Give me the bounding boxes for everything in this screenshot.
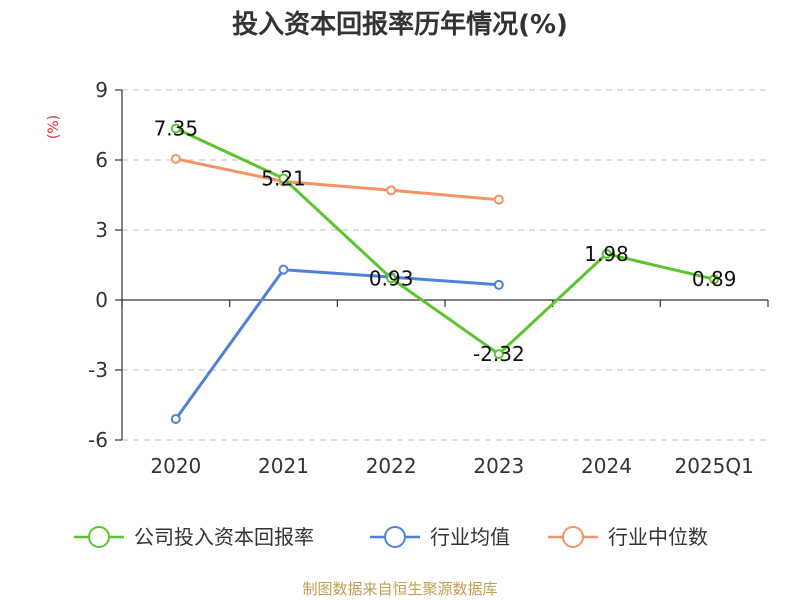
data-point <box>278 264 289 275</box>
axes: 9 6 3 0 -3 -6 2020 2021 2022 2023 2024 2025Q1 <box>88 78 769 478</box>
x-tick-label: 2020 <box>150 454 201 478</box>
x-tick-label: 2024 <box>581 454 632 478</box>
y-axis-unit: (%) <box>46 115 62 139</box>
y-tick-label: -3 <box>88 358 108 382</box>
data-label: 0.93 <box>369 266 414 290</box>
data-point <box>170 123 181 134</box>
legend-item: 行业均值 <box>370 525 510 549</box>
data-label: -2.32 <box>473 342 525 366</box>
x-tick-label: 2022 <box>366 454 417 478</box>
x-tick-label: 2023 <box>473 454 524 478</box>
source-note: 制图数据来自恒生聚源数据库 <box>302 580 497 598</box>
data-label: 0.89 <box>692 267 737 291</box>
x-tick-label: 2025Q1 <box>674 454 753 478</box>
x-tick-label: 2021 <box>258 454 309 478</box>
y-tick-label: 3 <box>95 218 108 242</box>
data-label: 7.35 <box>154 117 199 141</box>
series-line <box>174 127 716 356</box>
series-lines <box>170 123 720 424</box>
legend-marker <box>384 526 406 548</box>
data-point <box>170 153 181 164</box>
data-point <box>601 248 612 259</box>
data-point <box>709 274 720 285</box>
legend-item: 公司投入资本回报率 <box>74 525 314 549</box>
legend-marker <box>88 526 110 548</box>
data-point <box>493 194 504 205</box>
data-label: 5.21 <box>261 166 306 190</box>
data-label: 1.98 <box>584 242 629 266</box>
legend-marker <box>562 526 584 548</box>
legend-label: 公司投入资本回报率 <box>134 525 314 549</box>
data-point <box>278 173 289 184</box>
gridlines <box>122 89 768 441</box>
legend-item: 行业中位数 <box>548 525 708 549</box>
data-point <box>386 185 397 196</box>
series-line <box>174 157 501 202</box>
legend-label: 行业中位数 <box>608 525 708 549</box>
data-point <box>493 349 504 360</box>
data-point <box>386 273 397 284</box>
y-tick-label: 9 <box>95 78 108 102</box>
y-tick-label: 6 <box>95 148 108 172</box>
data-point <box>493 279 504 290</box>
series-line <box>174 268 501 421</box>
data-labels: 7.35 5.21 0.93 -2.32 1.98 0.89 <box>154 117 737 367</box>
legend-label: 行业均值 <box>430 525 510 549</box>
legend: 公司投入资本回报率 行业均值 行业中位数 <box>74 525 708 549</box>
chart-title: 投入资本回报率历年情况(%) <box>232 9 568 40</box>
y-tick-label: -6 <box>88 428 108 452</box>
y-tick-label: 0 <box>95 288 108 312</box>
data-point <box>170 414 181 424</box>
